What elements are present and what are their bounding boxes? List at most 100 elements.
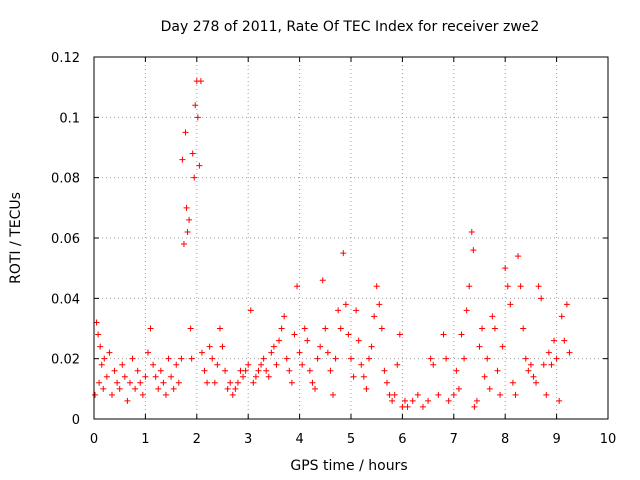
data-point	[502, 265, 509, 272]
data-point	[445, 397, 452, 404]
data-point	[170, 385, 177, 392]
data-point	[530, 373, 537, 380]
data-point	[504, 283, 511, 290]
data-point	[363, 385, 370, 392]
data-point	[129, 355, 136, 362]
plot-frame	[93, 56, 609, 420]
data-point	[419, 403, 426, 410]
data-point	[196, 162, 203, 169]
data-point	[182, 129, 189, 136]
data-point	[499, 343, 506, 350]
data-point	[184, 228, 191, 235]
data-point	[268, 349, 275, 356]
data-point	[237, 367, 244, 374]
data-point	[479, 325, 486, 332]
data-point	[330, 391, 337, 398]
y-tick-label: 0.12	[51, 51, 80, 66]
data-point	[453, 367, 460, 374]
data-point	[365, 355, 372, 362]
data-point	[450, 391, 457, 398]
data-point	[121, 373, 128, 380]
data-point	[258, 361, 265, 368]
data-point	[553, 355, 560, 362]
data-point	[247, 307, 254, 314]
data-point	[345, 331, 352, 338]
x-axis-title: GPS time / hours	[290, 458, 407, 474]
data-point	[309, 379, 316, 386]
data-point	[100, 385, 107, 392]
data-point	[178, 355, 185, 362]
data-point	[386, 391, 393, 398]
y-axis-title: ROTI / TECUs	[8, 192, 24, 284]
data-point	[260, 355, 267, 362]
chart-title: Day 278 of 2011, Rate Of TEC Index for r…	[161, 19, 540, 35]
data-point	[134, 367, 141, 374]
data-point	[276, 337, 283, 344]
data-point	[229, 391, 236, 398]
data-point	[240, 373, 247, 380]
data-point	[139, 391, 146, 398]
data-point	[396, 331, 403, 338]
data-point	[93, 319, 100, 326]
x-tick-label: 10	[600, 432, 617, 447]
x-tick-label: 2	[193, 432, 201, 447]
x-tick-label: 0	[90, 432, 98, 447]
data-point	[509, 379, 516, 386]
data-point	[214, 361, 221, 368]
data-point	[540, 361, 547, 368]
data-point	[335, 307, 342, 314]
data-point	[175, 379, 182, 386]
data-point	[192, 102, 199, 109]
data-point	[103, 373, 110, 380]
data-point	[116, 385, 123, 392]
data-point	[491, 325, 498, 332]
data-point	[350, 373, 357, 380]
y-tick-label: 0.04	[51, 292, 80, 307]
data-point	[98, 361, 105, 368]
data-point	[455, 385, 462, 392]
data-point	[132, 385, 139, 392]
data-point	[183, 204, 190, 211]
data-point	[165, 355, 172, 362]
data-point	[566, 349, 573, 356]
data-point	[324, 349, 331, 356]
data-point	[512, 391, 519, 398]
data-point	[189, 150, 196, 157]
data-point	[232, 385, 239, 392]
x-tick-label: 7	[450, 432, 458, 447]
data-point	[378, 325, 385, 332]
data-point	[108, 391, 115, 398]
data-point	[414, 391, 421, 398]
data-point	[317, 343, 324, 350]
data-point	[443, 355, 450, 362]
data-point	[152, 373, 159, 380]
data-point	[255, 367, 262, 374]
data-point	[527, 361, 534, 368]
x-tick-label: 1	[141, 432, 149, 447]
data-point	[197, 78, 204, 85]
data-point	[211, 379, 218, 386]
data-point	[306, 367, 313, 374]
data-point	[435, 391, 442, 398]
data-point	[204, 379, 211, 386]
data-point	[486, 385, 493, 392]
data-point	[484, 355, 491, 362]
data-point	[263, 367, 270, 374]
data-point	[119, 361, 126, 368]
data-point	[348, 355, 354, 362]
data-point	[126, 379, 133, 386]
data-point	[461, 355, 468, 362]
data-point	[106, 349, 113, 356]
data-point	[186, 216, 193, 223]
data-point	[160, 379, 167, 386]
x-tick-label: 9	[552, 432, 560, 447]
data-point	[471, 403, 478, 410]
y-tick-label: 0.1	[59, 111, 80, 126]
data-point	[355, 337, 362, 344]
data-point	[162, 391, 169, 398]
data-point	[179, 156, 186, 163]
data-point	[440, 331, 447, 338]
x-tick-label: 3	[244, 432, 252, 447]
data-point	[466, 283, 473, 290]
data-point	[551, 337, 558, 344]
